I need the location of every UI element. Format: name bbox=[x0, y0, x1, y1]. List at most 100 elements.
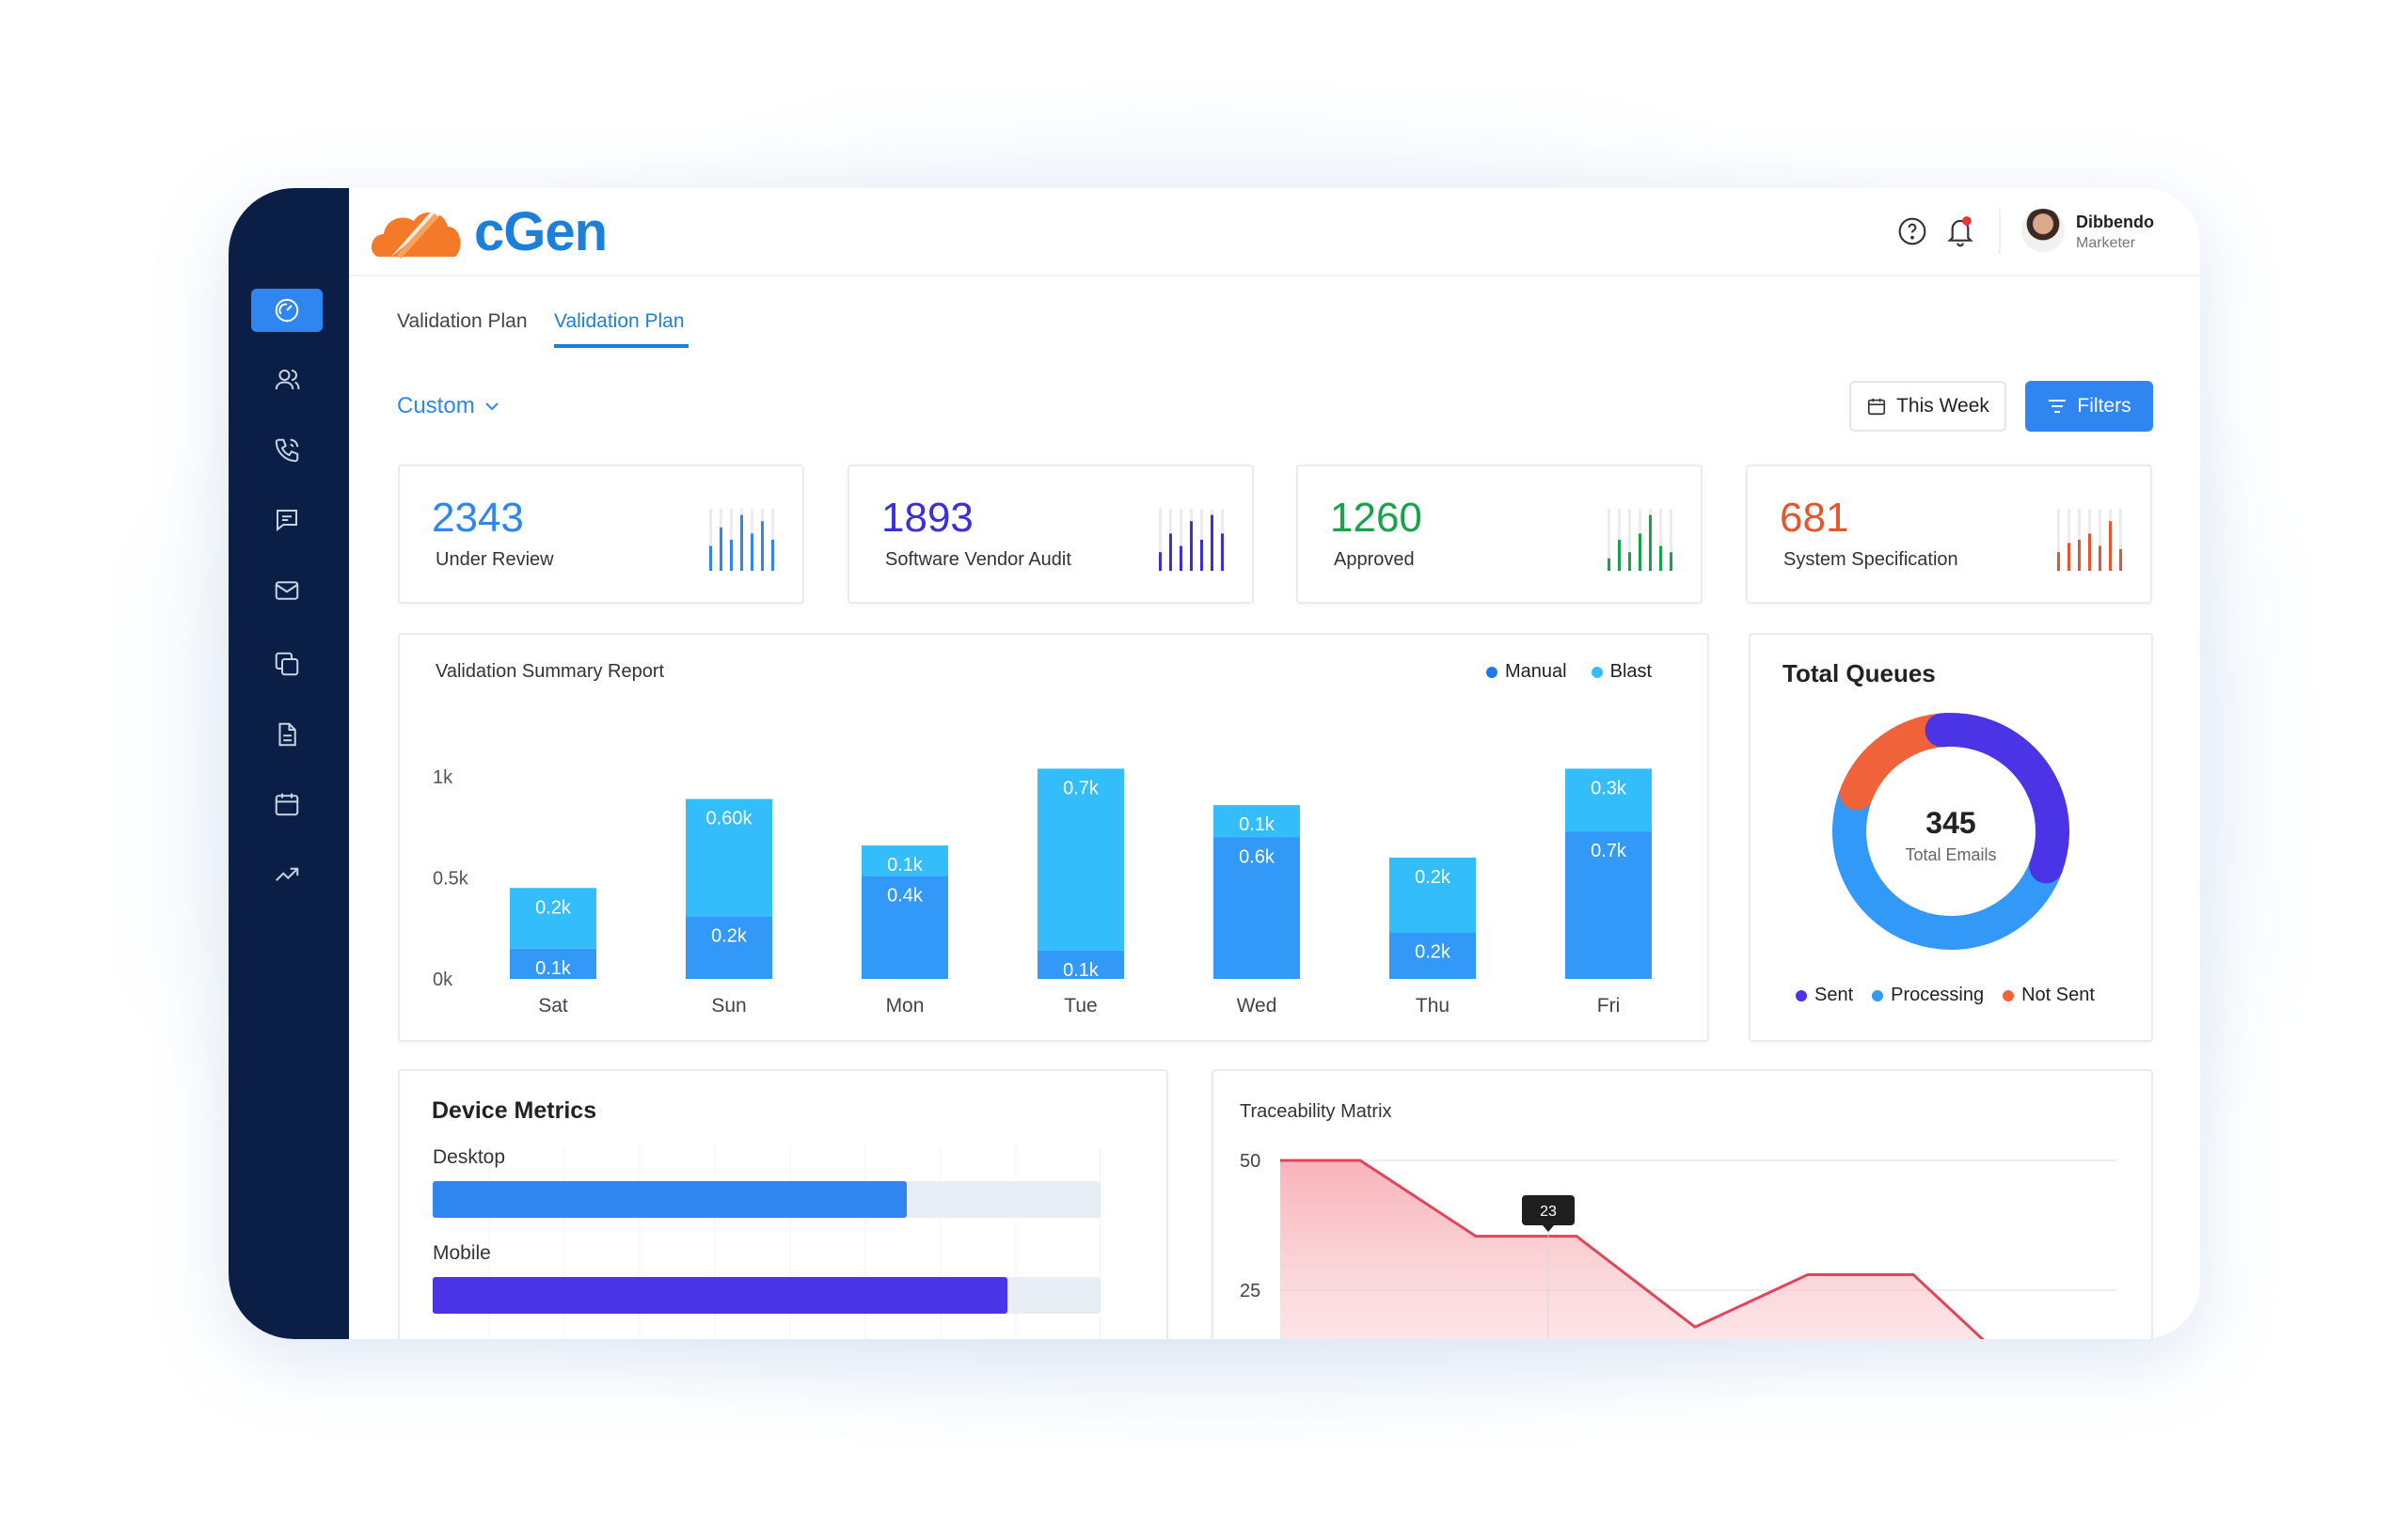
device-label-mobile: Mobile bbox=[433, 1242, 491, 1264]
device-metrics-title: Device Metrics bbox=[432, 1097, 597, 1124]
y-tick-label: 50 bbox=[1240, 1151, 1260, 1172]
x-tick-label: Thu bbox=[1416, 995, 1450, 1017]
stat-card[interactable]: 681 System Specification bbox=[1746, 465, 2152, 604]
bar-blast[interactable] bbox=[862, 845, 948, 876]
bar-manual[interactable] bbox=[1038, 950, 1124, 979]
sparkline-bar bbox=[1169, 533, 1172, 571]
donut-slice-not-sent[interactable] bbox=[1818, 699, 2083, 963]
header-divider bbox=[1999, 209, 2001, 254]
mobile-bar-track bbox=[433, 1277, 1101, 1314]
sparkline-bar bbox=[2088, 533, 2091, 571]
filters-label: Filters bbox=[2077, 395, 2131, 417]
sparkline-bar bbox=[1618, 540, 1621, 571]
stat-card[interactable]: 1893 Software Vendor Audit bbox=[848, 465, 1254, 604]
legend-item[interactable]: Processing bbox=[1872, 985, 1984, 1006]
bar-manual[interactable] bbox=[510, 948, 596, 979]
bar-data-label: 0.7k bbox=[1063, 778, 1100, 798]
stat-card[interactable]: 1260 Approved bbox=[1296, 465, 1703, 604]
bar-manual[interactable] bbox=[862, 875, 948, 979]
y-tick-label: 0.5k bbox=[433, 869, 469, 890]
sparkline-bar bbox=[1180, 545, 1182, 571]
help-circle-icon bbox=[1898, 217, 1926, 245]
bar-manual[interactable] bbox=[1565, 831, 1652, 979]
sparkline-bar bbox=[1659, 545, 1662, 571]
bar-manual[interactable] bbox=[686, 916, 772, 979]
avatar[interactable] bbox=[2021, 209, 2065, 252]
sparkline-bar bbox=[1190, 521, 1193, 571]
bar-manual[interactable] bbox=[1389, 932, 1476, 979]
x-tick-label: Sun bbox=[711, 995, 746, 1017]
mobile-bar-fill bbox=[433, 1277, 1007, 1314]
sidebar-item-calendar[interactable] bbox=[270, 787, 304, 821]
series-line bbox=[1280, 1159, 1985, 1339]
stat-card[interactable]: 2343 Under Review bbox=[398, 465, 804, 604]
donut-slice-sent[interactable] bbox=[1832, 713, 2069, 950]
bar-manual[interactable] bbox=[1213, 837, 1300, 980]
sidebar-item-dashboard-gauge[interactable] bbox=[270, 293, 304, 327]
bar-data-label: 0.2k bbox=[711, 925, 748, 946]
y-tick-label: 0k bbox=[433, 970, 453, 990]
bar-data-label: 0.1k bbox=[1239, 814, 1275, 835]
area-fill bbox=[1280, 1160, 1983, 1339]
bar-blast[interactable] bbox=[1213, 805, 1300, 838]
filters-button[interactable]: Filters bbox=[2025, 381, 2153, 432]
x-tick-label: Mon bbox=[886, 995, 925, 1017]
queues-title: Total Queues bbox=[1782, 659, 1936, 687]
tooltip-pointer bbox=[1543, 1225, 1554, 1232]
tab-validation-plan-1[interactable]: Validation Plan bbox=[397, 310, 528, 332]
sparkline-bar bbox=[2078, 540, 2081, 571]
tooltip-label: 23 bbox=[1540, 1204, 1557, 1220]
sparkline-track bbox=[1670, 509, 1672, 571]
active-tab-indicator bbox=[554, 344, 689, 348]
bar-blast[interactable] bbox=[1389, 858, 1476, 933]
sidebar-item-phone[interactable] bbox=[270, 434, 304, 467]
stat-value: 2343 bbox=[432, 495, 524, 541]
range-select[interactable]: Custom bbox=[397, 393, 499, 419]
sparkline-bar bbox=[2119, 548, 2122, 571]
this-week-button[interactable]: This Week bbox=[1849, 381, 2006, 432]
legend-label: Blast bbox=[1609, 661, 1653, 682]
bar-blast[interactable] bbox=[686, 798, 772, 917]
filter-icon bbox=[2049, 400, 2067, 413]
sidebar-item-copy[interactable] bbox=[270, 647, 304, 681]
bar-data-label: 0.2k bbox=[535, 897, 572, 918]
tab-validation-plan-2[interactable]: Validation Plan bbox=[554, 310, 685, 332]
sparkline-track bbox=[2119, 509, 2122, 571]
sparkline-bar bbox=[1639, 533, 1641, 571]
sparkline-icon bbox=[2057, 509, 2122, 571]
bar-data-label: 0.2k bbox=[1415, 942, 1451, 963]
bar-data-label: 0.2k bbox=[1415, 867, 1451, 888]
bell-icon bbox=[1947, 216, 1973, 247]
bar-blast[interactable] bbox=[1038, 768, 1124, 951]
legend-blast[interactable]: Blast bbox=[1591, 661, 1653, 683]
logo[interactable]: cGen bbox=[371, 197, 608, 265]
sparkline-bar bbox=[740, 514, 743, 571]
help-button[interactable] bbox=[1897, 216, 1927, 251]
sidebar-item-trending-up[interactable] bbox=[270, 858, 304, 891]
donut-center-value: 345 bbox=[1925, 806, 1976, 840]
legend-dot bbox=[2003, 989, 2015, 1001]
legend-item[interactable]: Not Sent bbox=[2003, 985, 2095, 1006]
device-label-desktop: Desktop bbox=[433, 1146, 506, 1168]
chevron-down-icon bbox=[484, 402, 499, 411]
sidebar-item-chat[interactable] bbox=[270, 503, 304, 537]
sparkline-track bbox=[1659, 509, 1662, 571]
stat-value: 1260 bbox=[1330, 495, 1422, 541]
notifications-button[interactable] bbox=[1944, 214, 1976, 253]
sidebar-item-document[interactable] bbox=[270, 718, 304, 751]
legend-item[interactable]: Sent bbox=[1796, 985, 1853, 1006]
legend-manual[interactable]: Manual bbox=[1486, 661, 1567, 683]
bar-blast[interactable] bbox=[510, 888, 596, 949]
sidebar-item-users[interactable] bbox=[270, 363, 304, 397]
phone-icon bbox=[275, 438, 299, 463]
bar-data-label: 0.4k bbox=[887, 885, 924, 906]
x-tick-label: Wed bbox=[1237, 995, 1277, 1017]
chat-icon bbox=[277, 510, 297, 532]
this-week-label: This Week bbox=[1896, 395, 1989, 417]
sidebar-item-mail[interactable] bbox=[270, 574, 304, 607]
bar-blast[interactable] bbox=[1565, 768, 1652, 832]
trending-up-icon bbox=[276, 867, 299, 881]
total-queues-card: Total Queues 345 Total Emails Sent Proces… bbox=[1749, 633, 2153, 1042]
sparkline-track bbox=[1628, 509, 1631, 571]
header-divider-line bbox=[349, 275, 2200, 276]
